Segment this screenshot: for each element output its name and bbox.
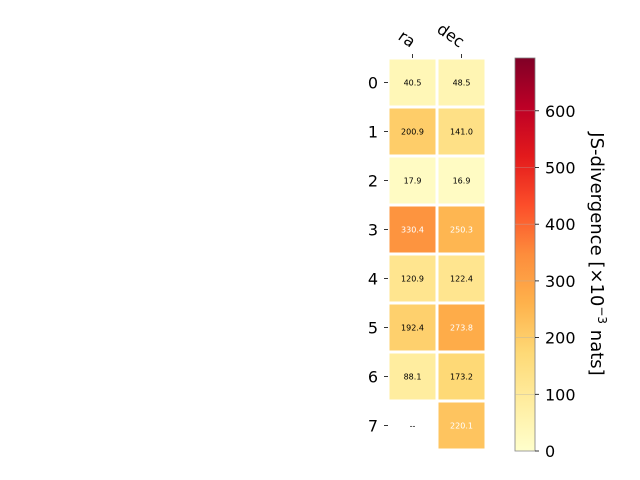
cell-value-label: 48.5	[453, 79, 471, 88]
row-label: 3	[368, 221, 378, 240]
heatmap-cell	[389, 255, 436, 302]
cell-value-label: 192.4	[401, 324, 424, 333]
row-label: 2	[368, 172, 378, 191]
cell-value-label: 40.5	[404, 79, 422, 88]
heatmap-cell	[438, 255, 485, 302]
row-label: 4	[368, 270, 378, 289]
row-label: 6	[368, 368, 378, 387]
cell-value-label: 273.8	[450, 324, 473, 333]
heatmap-cell	[389, 206, 436, 253]
cell-value-label: 330.4	[401, 226, 424, 235]
cell-value-label: 220.1	[450, 422, 473, 431]
heatmap-cell	[438, 402, 485, 449]
column-label: ra	[395, 26, 419, 51]
cell-value-label: 200.9	[401, 128, 424, 137]
colorbar: 0 100 200 300 400 500 600 JS-divergence [×10−3…	[514, 57, 609, 461]
colorbar-tick-label: 600	[545, 102, 576, 121]
cell-value-label: 88.1	[404, 373, 422, 382]
heatmap-cell	[389, 108, 436, 155]
heatmap-cell	[438, 304, 485, 351]
heatmap-cell	[438, 59, 485, 106]
colorbar-ticks: 0 100 200 300 400 500 600	[515, 102, 576, 461]
colorbar-tick-label: 100	[545, 385, 576, 404]
heatmap-cell	[389, 157, 436, 204]
colorbar-tick-label: 500	[545, 158, 576, 177]
colorbar-tick-label: 300	[545, 272, 576, 291]
row-label: 1	[368, 123, 378, 142]
column-label: dec	[434, 19, 468, 51]
colorbar-tick-label: 200	[545, 329, 576, 348]
colorbar-label: JS-divergence [×10−3 nats]	[586, 131, 609, 375]
row-label: 5	[368, 319, 378, 338]
heatmap-cell	[389, 59, 436, 106]
colorbar-gradient	[514, 57, 536, 452]
colorbar-tick-label: 0	[545, 442, 555, 461]
heatmap-cell	[438, 353, 485, 400]
heatmap-cell	[389, 304, 436, 351]
cell-value-label: 120.9	[401, 275, 424, 284]
heatmap-cell	[438, 206, 485, 253]
colorbar-tick-label: 400	[545, 215, 576, 234]
row-labels: 0 1 2 3 4 5 6 7	[368, 74, 388, 436]
cell-value-label: 16.9	[453, 177, 471, 186]
cell-value-label: 17.9	[404, 177, 422, 186]
row-label: 0	[368, 74, 378, 93]
heatmap-cell	[389, 353, 436, 400]
cell-value-label: --	[410, 422, 416, 431]
row-label: 7	[368, 417, 378, 436]
cell-value-label: 250.3	[450, 226, 473, 235]
heatmap-cell	[438, 108, 485, 155]
cell-value-label: 141.0	[450, 128, 473, 137]
cell-value-label: 122.4	[450, 275, 473, 284]
heatmap-cell	[438, 157, 485, 204]
cell-value-label: 173.2	[450, 373, 473, 382]
column-labels: ra dec	[395, 19, 468, 58]
heatmap-grid: 40.5 48.5 200.9 141.0 17.9 16.9 330.4 250.3 120.…	[389, 59, 485, 449]
